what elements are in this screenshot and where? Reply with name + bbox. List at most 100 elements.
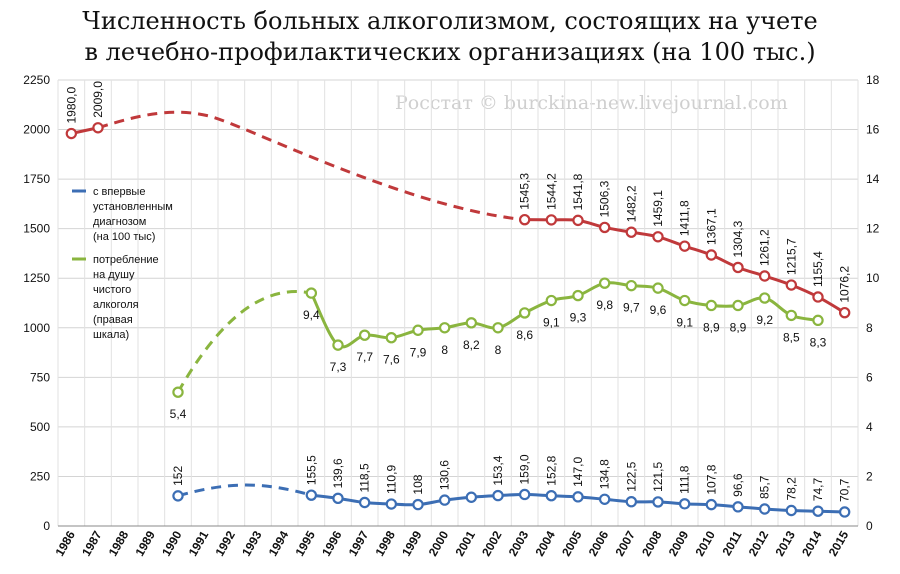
series-alcohol-data-label: 7,3 <box>330 360 347 374</box>
x-tick-label: 2000 <box>426 528 452 558</box>
series-new-point <box>438 494 451 506</box>
legend-text-alcohol: чистого <box>93 284 131 296</box>
series-alcohol-data-label: 8,2 <box>463 338 480 352</box>
series-new-point <box>572 491 584 503</box>
series-alcohol-data-label: 8,9 <box>703 320 720 334</box>
series-registered-data-label: 1215,7 <box>784 238 798 275</box>
series-alcohol-data-label: 5,4 <box>170 407 187 421</box>
series-alcohol-point <box>172 386 184 398</box>
left-tick-label: 1500 <box>23 222 50 236</box>
series-registered-data-label: 1076,2 <box>838 266 852 303</box>
x-tick-label: 2011 <box>719 528 744 558</box>
right-tick-label: 18 <box>866 73 880 87</box>
series-alcohol-data-label: 9,7 <box>623 301 640 315</box>
series-new-point <box>385 498 398 510</box>
series-alcohol-point <box>412 324 424 336</box>
series-new-data-label: 147,0 <box>571 457 585 487</box>
right-tick-label: 8 <box>866 321 873 335</box>
series-new-data-label: 134,8 <box>598 459 612 489</box>
x-tick-label: 2004 <box>532 528 558 558</box>
x-tick-label: 2001 <box>452 528 478 558</box>
series-alcohol-point <box>572 289 584 302</box>
series-registered-data-label: 1544,2 <box>544 173 558 210</box>
right-tick-label: 12 <box>866 222 880 236</box>
grid-lines <box>57 79 859 527</box>
x-tick-label: 1994 <box>266 528 292 558</box>
series-new-data-label: 130,6 <box>438 460 452 490</box>
x-tick-label: 1999 <box>399 528 425 558</box>
series-alcohol-point <box>705 299 718 312</box>
series-new-point <box>652 496 664 508</box>
x-tick-label: 2002 <box>479 528 505 558</box>
series-new-data-label: 159,0 <box>518 454 532 484</box>
series-registered-point <box>518 213 531 226</box>
series-new-data-label: 152 <box>171 466 185 486</box>
series-new-data-label: 110,9 <box>384 465 398 494</box>
series-new-point <box>465 491 478 503</box>
series-alcohol-data-label: 8 <box>495 343 502 357</box>
left-tick-label: 1250 <box>23 271 50 285</box>
series-alcohol-data-label: 9,3 <box>570 311 587 325</box>
series-registered-data-label: 1304,3 <box>731 220 745 257</box>
series-alcohol-point <box>332 339 344 351</box>
series-alcohol-point <box>358 329 371 341</box>
series-alcohol-point <box>518 307 531 319</box>
series-registered-data-label: 1541,8 <box>571 173 585 210</box>
series-alcohol-point <box>305 287 318 299</box>
series-alcohol-data-label: 9,4 <box>303 308 320 322</box>
series-registered-data-label: 2009,0 <box>91 81 105 118</box>
x-tick-label: 1992 <box>212 528 238 558</box>
right-tick-label: 16 <box>866 123 880 137</box>
series-alcohol-data-label: 8,3 <box>810 335 827 349</box>
series-new-point <box>172 490 184 502</box>
series-new-data-label: 118,5 <box>358 463 372 492</box>
series-alcohol-data-label: 9,1 <box>676 316 693 330</box>
series-new-data-label: 122,5 <box>624 461 638 491</box>
series-alcohol-data-label: 8 <box>441 343 448 357</box>
series-new-point <box>812 505 824 517</box>
series-new-point <box>732 501 744 513</box>
x-tick-label: 2012 <box>746 528 772 558</box>
x-tick-label: 1998 <box>372 528 398 558</box>
series-alcohol-point <box>732 299 744 312</box>
x-tick-label: 1993 <box>239 528 265 558</box>
series-registered-point <box>572 214 584 227</box>
x-tick-label: 1989 <box>132 528 158 558</box>
series-registered-data-label: 1482,2 <box>624 185 638 222</box>
series-registered-point <box>65 127 78 140</box>
series-registered-data-label: 1411,8 <box>678 200 692 236</box>
series-new-point <box>358 496 371 509</box>
x-tick-label: 2008 <box>639 528 665 558</box>
series-new-point <box>492 489 504 502</box>
x-tick-label: 2009 <box>666 528 692 558</box>
right-tick-label: 4 <box>866 420 873 434</box>
series-new-data-label: 108 <box>411 474 425 494</box>
x-tick-label: 1988 <box>106 528 132 558</box>
series-registered-data-label: 1980,0 <box>64 86 78 123</box>
series-new-point <box>332 492 344 505</box>
series-registered-point <box>705 249 718 261</box>
series-alcohol-point <box>625 279 638 292</box>
series-new-data-label: 78,2 <box>784 477 798 501</box>
series-alcohol-gap-dashed <box>176 290 312 393</box>
left-tick-label: 1750 <box>23 172 50 186</box>
series-registered-point <box>678 240 691 252</box>
series-registered-gap-dashed <box>97 110 525 222</box>
series-new-data-label: 74,7 <box>811 478 825 502</box>
data-labels: 1980,0 2009,0 1545,3 1544,2 1541,8 1506,3 1482… <box>64 81 851 502</box>
x-tick-label: 1996 <box>319 528 345 558</box>
series-new-data-label: 107,8 <box>704 464 718 494</box>
x-tick-label: 2010 <box>692 528 718 558</box>
x-tick-label: 1997 <box>346 528 372 558</box>
x-tick-label: 2006 <box>586 528 612 558</box>
series-alcohol-data-label: 8,5 <box>783 330 800 344</box>
series-alcohol-point <box>492 322 504 334</box>
series-new-point <box>838 506 851 518</box>
series-layer <box>65 110 851 518</box>
series-alcohol-point <box>785 309 798 322</box>
series-registered-point <box>838 306 851 319</box>
legend-text-alcohol: потребление <box>93 254 159 266</box>
series-new-point <box>305 489 318 501</box>
series-new-data-label: 70,7 <box>838 478 852 502</box>
series-new-data-label: 121,5 <box>651 462 665 492</box>
